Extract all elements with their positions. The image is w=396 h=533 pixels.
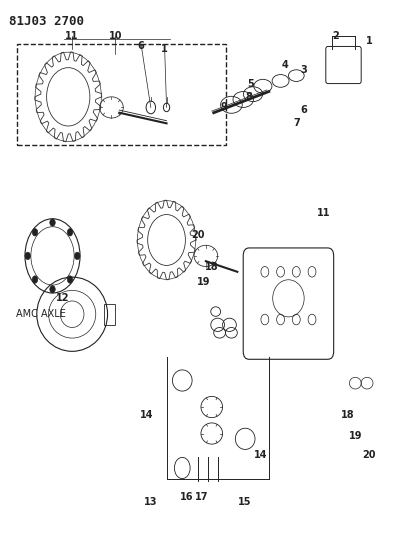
Circle shape	[67, 229, 73, 236]
Text: 19: 19	[197, 277, 211, 287]
Text: 12: 12	[55, 293, 69, 303]
Text: AMC AXLE: AMC AXLE	[16, 309, 66, 319]
Text: 9: 9	[220, 102, 227, 112]
Text: 10: 10	[109, 31, 122, 41]
Text: 13: 13	[144, 497, 158, 507]
Text: 4: 4	[281, 60, 288, 70]
Bar	[17, 44, 226, 144]
Circle shape	[50, 219, 55, 226]
Text: 11: 11	[65, 31, 79, 41]
Text: 6: 6	[137, 42, 145, 52]
Bar	[104, 304, 115, 325]
Text: 14: 14	[254, 450, 268, 460]
Text: 11: 11	[317, 208, 331, 219]
Circle shape	[67, 276, 73, 283]
Text: 20: 20	[191, 230, 205, 240]
Text: 7: 7	[293, 118, 300, 128]
Circle shape	[32, 229, 38, 236]
Text: 14: 14	[140, 410, 154, 420]
Circle shape	[74, 252, 80, 260]
Circle shape	[50, 286, 55, 293]
Text: 18: 18	[341, 410, 354, 420]
Circle shape	[32, 276, 38, 283]
Text: 19: 19	[348, 431, 362, 441]
Text: 20: 20	[362, 450, 376, 460]
Text: 1: 1	[161, 44, 168, 54]
Text: 15: 15	[238, 497, 252, 507]
Text: 1: 1	[366, 36, 372, 46]
Text: 2: 2	[332, 31, 339, 41]
Circle shape	[25, 252, 30, 260]
Text: 5: 5	[248, 78, 255, 88]
Text: 16: 16	[179, 492, 193, 502]
Text: 8: 8	[246, 92, 253, 102]
Text: 17: 17	[195, 492, 209, 502]
Text: 81J03 2700: 81J03 2700	[9, 14, 84, 28]
Text: 18: 18	[205, 262, 219, 271]
Text: 3: 3	[301, 66, 308, 75]
Text: 6: 6	[301, 105, 308, 115]
